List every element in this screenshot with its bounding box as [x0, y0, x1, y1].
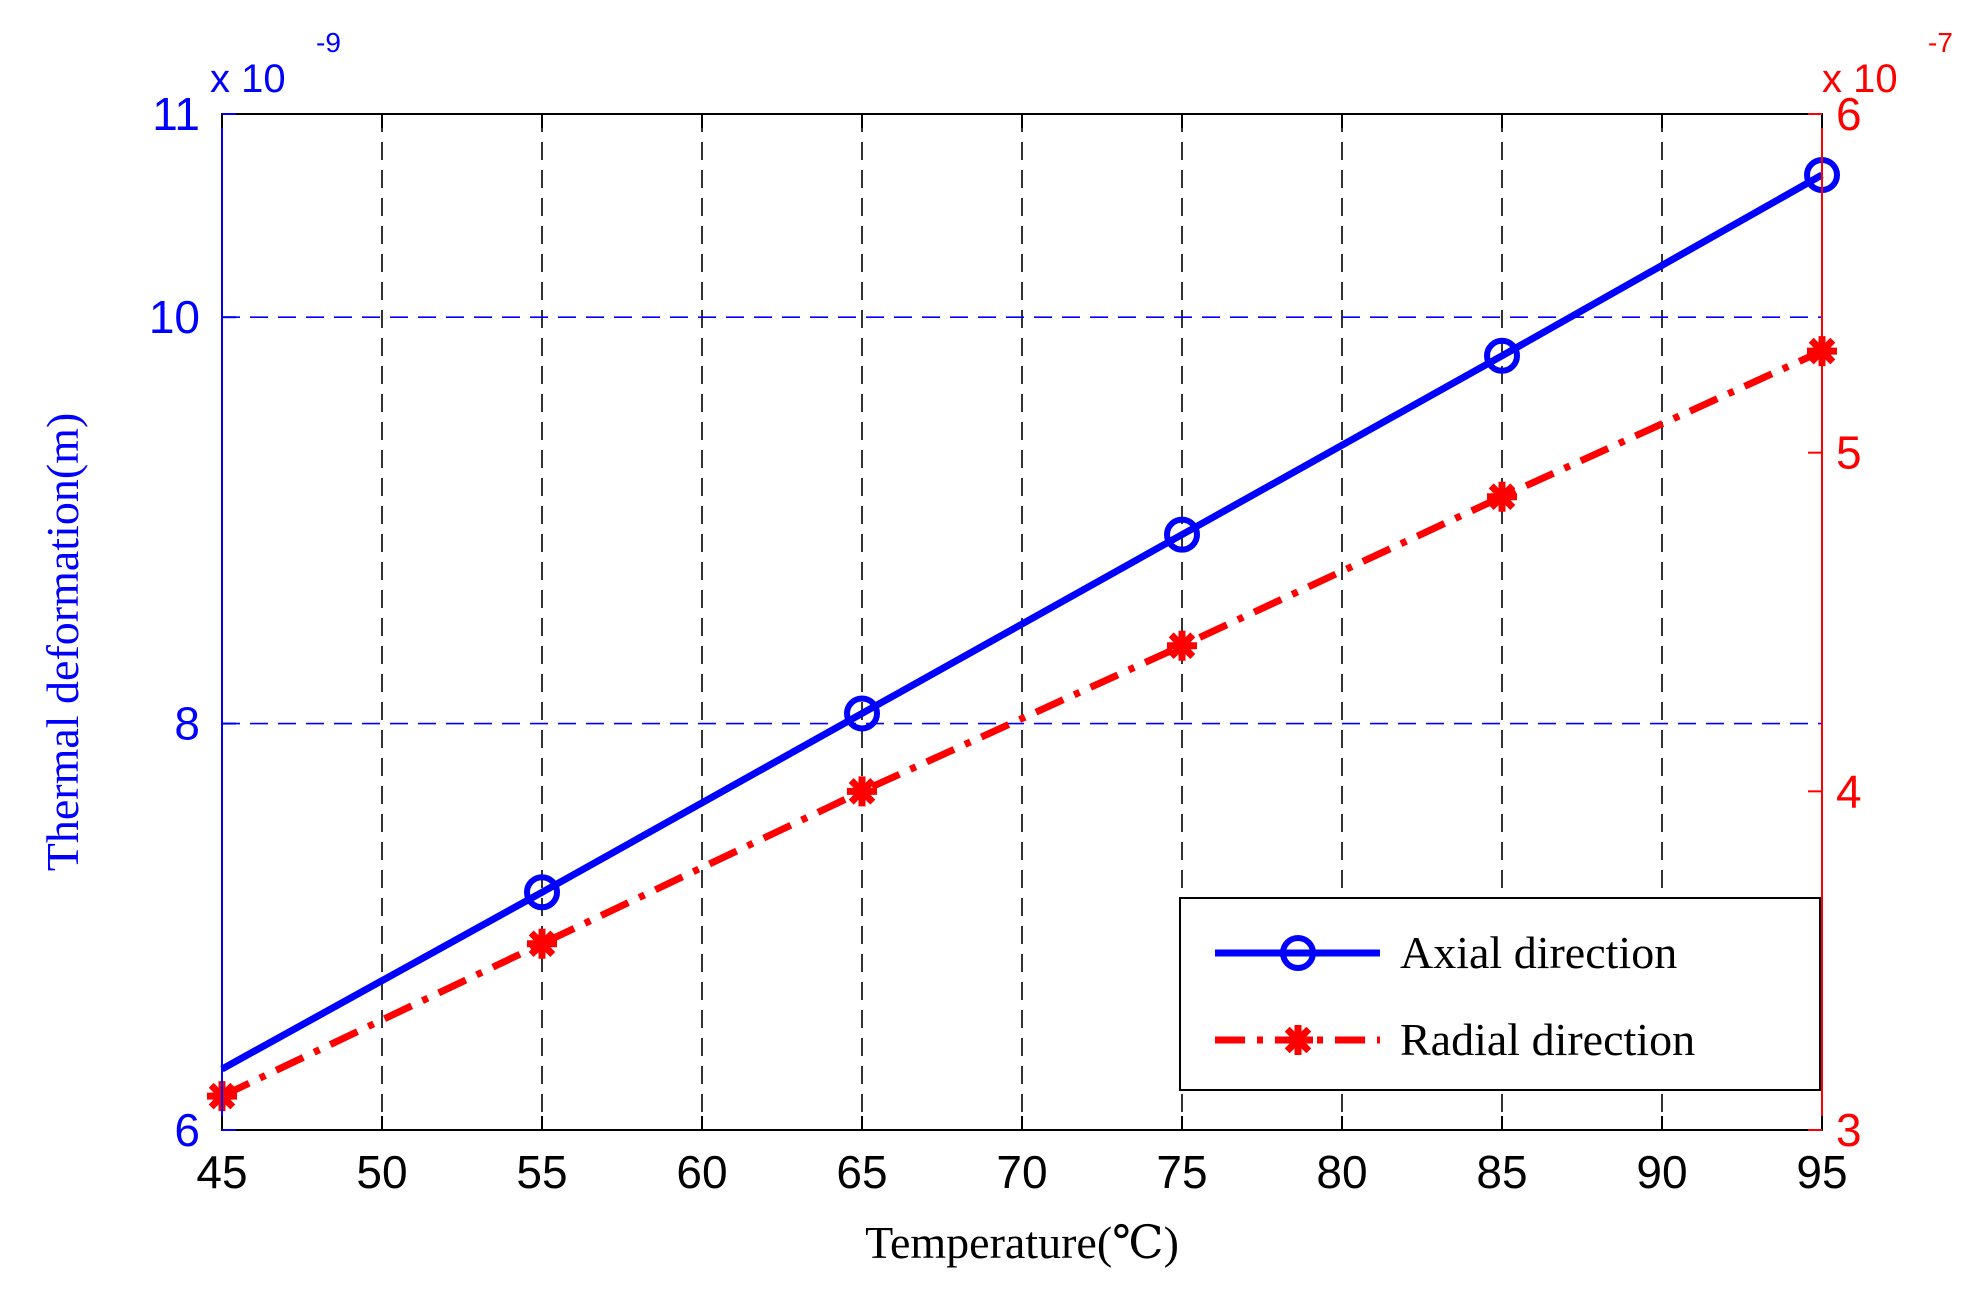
legend-label-radial: Radial direction [1400, 1014, 1695, 1065]
x-tick-label-85: 85 [1476, 1146, 1527, 1198]
legend-marker-axial [1280, 935, 1316, 971]
data-point-radial-55 [527, 928, 557, 959]
data-point-axial-65 [844, 695, 880, 732]
right-multiplier-exponent: -7 [1928, 27, 1953, 58]
data-point-radial-85-glyph [1487, 481, 1517, 512]
legend-entry-radial: Radial direction [1215, 1014, 1695, 1065]
x-tick-label-60: 60 [676, 1146, 727, 1198]
y-left-tick-label-8: 8 [174, 698, 200, 750]
y-left-tick-label-6: 6 [174, 1104, 200, 1156]
x-tick-label-95: 95 [1796, 1146, 1847, 1198]
y-right-tick-label-3: 3 [1836, 1104, 1862, 1156]
y-right-tick-label-6: 6 [1836, 88, 1862, 140]
y-right-tick-label-5: 5 [1836, 427, 1862, 479]
x-tick-label-50: 50 [356, 1146, 407, 1198]
left-axis-multiplier: x 10 -9 [210, 27, 341, 101]
y-axis-label-left: Thermal deformation(m) [37, 413, 88, 872]
series-layer [207, 156, 1840, 1112]
x-tick-label-90: 90 [1636, 1146, 1687, 1198]
x-tick-label-45: 45 [196, 1146, 247, 1198]
x-tick-label-70: 70 [996, 1146, 1047, 1198]
right-axis-multiplier: x 10 -7 [1822, 27, 1953, 101]
y-right-tick-label-4: 4 [1836, 765, 1862, 817]
data-point-axial-85 [1484, 337, 1520, 374]
legend: Axial direction Radial direction [1179, 897, 1821, 1091]
data-point-radial-65 [847, 776, 877, 807]
data-point-axial-75 [1164, 516, 1200, 553]
legend-entry-axial: Axial direction [1215, 927, 1677, 978]
x-tick-label-75: 75 [1156, 1146, 1207, 1198]
legend-box [1179, 897, 1821, 1091]
data-point-radial-65-glyph [847, 776, 877, 807]
data-point-axial-55 [524, 874, 560, 911]
data-point-radial-75 [1167, 630, 1197, 661]
left-multiplier-exponent: -9 [316, 27, 341, 58]
x-axis-label: Temperature(℃) [865, 1217, 1179, 1268]
legend-marker-radial [1283, 1025, 1313, 1055]
legend-marker-axial-circle [1280, 935, 1316, 971]
left-multiplier-base: x 10 [210, 57, 286, 101]
x-tick-label-55: 55 [516, 1146, 567, 1198]
data-point-radial-55-glyph [527, 928, 557, 959]
data-point-radial-75-glyph [1167, 630, 1197, 661]
legend-label-axial: Axial direction [1400, 927, 1677, 978]
y-left-tick-label-11: 11 [152, 88, 200, 140]
legend-marker-radial-star-glyph [1283, 1025, 1313, 1055]
series-line-radial [220, 347, 1824, 1100]
legend-marker-radial-star [1283, 1025, 1313, 1055]
x-tick-label-65: 65 [836, 1146, 887, 1198]
series-line-axial [220, 171, 1824, 1073]
y-left-tick-label-10: 10 [149, 291, 200, 343]
right-multiplier-base: x 10 [1822, 57, 1898, 101]
x-tick-label-80: 80 [1316, 1146, 1367, 1198]
data-point-radial-85 [1487, 481, 1517, 512]
